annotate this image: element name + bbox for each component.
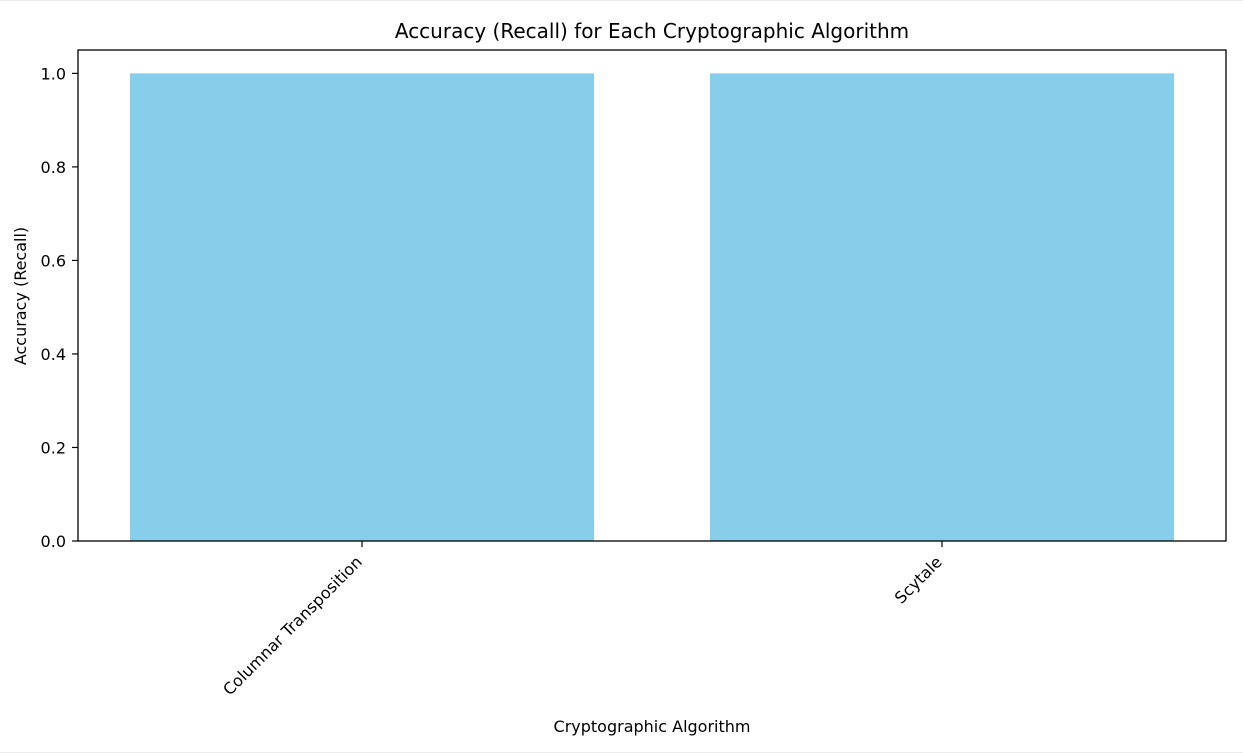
y-tick-label: 0.4	[41, 345, 66, 364]
x-axis: Columnar Transposition Scytale	[219, 541, 946, 699]
x-tick-label: Columnar Transposition	[219, 552, 366, 699]
bar-0	[130, 73, 594, 541]
y-tick-label: 0.8	[41, 158, 66, 177]
y-axis: 0.0 0.2 0.4 0.6 0.8 1.0	[41, 64, 78, 551]
chart-title: Accuracy (Recall) for Each Cryptographic…	[395, 19, 909, 43]
plot-area	[130, 73, 1174, 541]
y-tick-label: 0.2	[41, 438, 66, 457]
bar-1	[710, 73, 1174, 541]
plot-frame	[77, 49, 1227, 542]
x-axis-label: Cryptographic Algorithm	[554, 717, 751, 736]
y-tick-label: 0.0	[41, 532, 66, 551]
y-axis-label: Accuracy (Recall)	[11, 227, 30, 365]
x-tick-label: Scytale	[891, 552, 946, 607]
y-tick-label: 0.6	[41, 251, 66, 270]
y-tick-label: 1.0	[41, 64, 66, 83]
